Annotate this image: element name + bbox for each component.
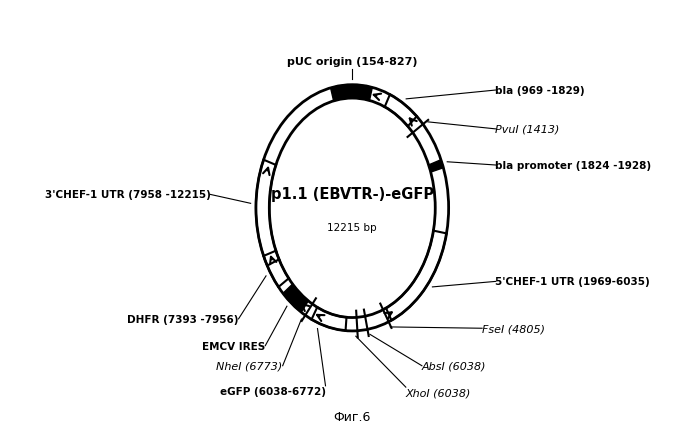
Text: 3'CHEF-1 UTR (7958 -12215): 3'CHEF-1 UTR (7958 -12215): [45, 190, 211, 200]
Polygon shape: [283, 284, 308, 313]
Text: XhoI (6038): XhoI (6038): [406, 387, 471, 397]
Polygon shape: [428, 160, 443, 173]
Text: bla promoter (1824 -1928): bla promoter (1824 -1928): [496, 161, 652, 171]
Text: eGFP (6038-6772): eGFP (6038-6772): [220, 386, 326, 396]
Text: DHFR (7393 -7956): DHFR (7393 -7956): [127, 314, 239, 324]
Text: pUC origin (154-827): pUC origin (154-827): [287, 57, 417, 67]
Polygon shape: [330, 86, 372, 101]
Text: p1.1 (EBVTR-)-eGFP: p1.1 (EBVTR-)-eGFP: [271, 186, 434, 201]
Text: NheI (6773): NheI (6773): [216, 361, 283, 371]
Text: 5'CHEF-1 UTR (1969-6035): 5'CHEF-1 UTR (1969-6035): [496, 277, 650, 287]
Text: FseI (4805): FseI (4805): [482, 323, 545, 334]
Text: EMCV IRES: EMCV IRES: [202, 341, 265, 351]
Text: 12215 bp: 12215 bp: [328, 222, 377, 232]
Text: AbsI (6038): AbsI (6038): [422, 361, 486, 371]
Text: Фиг.6: Фиг.6: [334, 410, 371, 423]
Text: PvuI (1413): PvuI (1413): [496, 125, 560, 135]
Text: bla (969 -1829): bla (969 -1829): [496, 86, 585, 96]
